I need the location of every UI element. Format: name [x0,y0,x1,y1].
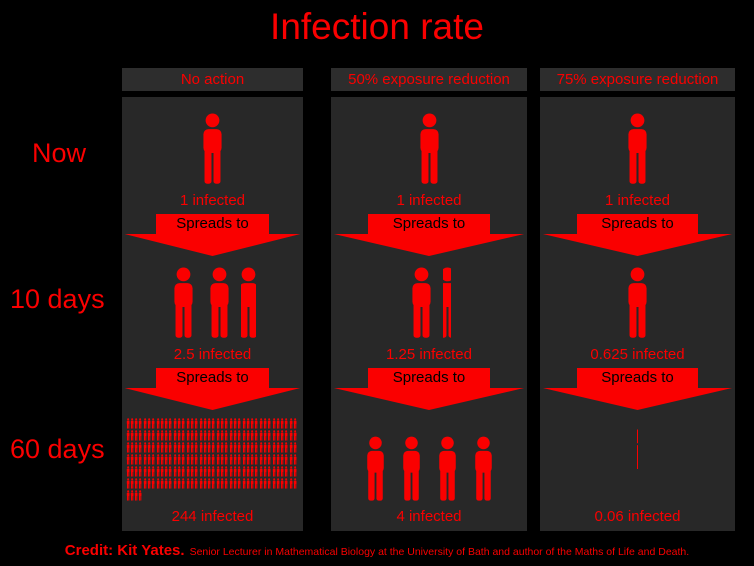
figures-60-days [636,418,639,502]
person-icon [205,266,234,340]
row-label-10-days: 10 days [10,284,105,314]
count-label-60-days: 4 infected [396,508,462,525]
person-icon [628,266,647,340]
person-icon [443,266,451,340]
column-header: No action [122,68,303,91]
person-icon [434,436,461,502]
person-icon [198,112,227,186]
column-75-reduction: 75% exposure reduction 1 infected Spread… [540,68,735,531]
arrow-down-icon [333,388,525,410]
spreads-arrow: Spreads to [540,214,735,256]
column-no-action: No action 1 infected Spreads to 2.5 infe… [122,68,303,531]
person-icon [293,418,297,429]
column-panel: 1 infected Spreads to 2.5 infected Sprea… [122,97,303,531]
spreads-label: Spreads to [577,368,698,388]
spreads-label: Spreads to [156,368,269,388]
spreads-arrow: Spreads to [122,368,303,410]
spreads-label: Spreads to [368,214,490,234]
page-title: Infection rate [270,6,484,47]
person-icon [293,430,297,441]
figures-60-days [362,418,497,502]
person-icon [362,436,389,502]
credit-name: Credit: Kit Yates. [64,542,185,559]
figures-60-days-crowd [126,418,300,502]
person-icon [169,266,198,340]
arrow-down-icon [333,234,525,256]
person-icon [623,112,652,186]
column-header: 75% exposure reduction [540,68,735,91]
count-label-now: 1 infected [604,192,671,209]
arrow-down-icon [124,234,301,256]
arrow-down-icon [124,388,301,410]
spreads-arrow: Spreads to [331,214,527,256]
person-icon [293,442,297,453]
spreads-label: Spreads to [368,368,490,388]
spreads-arrow: Spreads to [540,368,735,410]
figures-10-days [628,264,647,340]
person-icon [636,428,639,502]
count-label-now: 1 infected [396,192,462,209]
column-panel: 1 infected Spreads to 0.625 infected Spr… [540,97,735,531]
count-label-60-days: 0.06 infected [594,508,681,525]
column-header: 50% exposure reduction [331,68,527,91]
count-label-10-days: 0.625 infected [590,346,685,363]
count-label-60-days: 244 infected [171,508,254,525]
person-icon [293,454,297,465]
person-icon [407,266,436,340]
row-label-now: Now [32,138,87,168]
spreads-arrow: Spreads to [122,214,303,256]
count-label-10-days: 2.5 infected [173,346,252,363]
spreads-arrow: Spreads to [331,368,527,410]
figures-10-days [169,264,256,340]
person-icon [293,478,297,489]
person-icon [398,436,425,502]
person-icon [293,466,297,477]
column-panel: 1 infected Spreads to 1.25 infected Spre… [331,97,527,531]
spreads-label: Spreads to [156,214,269,234]
figures-now [623,112,652,186]
person-icon [138,490,142,501]
spreads-label: Spreads to [577,214,698,234]
figures-now [415,112,444,186]
figures-now [198,112,227,186]
column-50-reduction: 50% exposure reduction 1 infected Spread… [331,68,527,531]
count-label-10-days: 1.25 infected [386,346,472,363]
person-icon [241,266,256,340]
credit-line: Credit: Kit Yates. Senior Lecturer in Mat… [0,542,754,560]
figures-10-days [407,264,451,340]
credit-description: Senior Lecturer in Mathematical Biology … [189,546,690,558]
person-icon [470,436,497,502]
arrow-down-icon [542,388,733,410]
arrow-down-icon [542,234,733,256]
person-icon [415,112,444,186]
row-label-60-days: 60 days [10,434,105,464]
count-label-now: 1 infected [179,192,246,209]
